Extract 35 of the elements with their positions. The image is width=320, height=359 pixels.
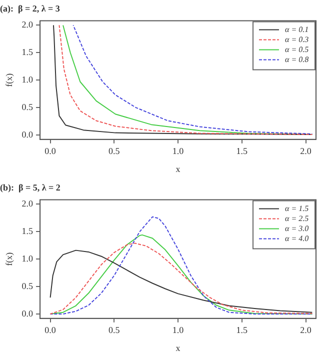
x-tick-label: 2.0 [300,325,312,336]
y-tick-label: 0.0 [22,129,34,140]
x-tick-label: 0.5 [108,146,120,156]
y-tick-label: 1.5 [22,47,34,58]
y-tick-label: 1.0 [22,74,34,84]
y-tick-label: 2.0 [22,20,34,30]
x-tick-label: 0.0 [44,146,56,156]
legend-label: α = 2.5 [285,214,309,223]
legend-label: α = 3.0 [285,224,309,233]
line-series [50,216,313,315]
y-tick-label: 1.5 [22,226,34,236]
y-tick-label: 0.5 [22,280,34,291]
y-axis-title: f(x) [4,252,14,266]
y-tick-label: 2.0 [22,198,34,209]
legend-label: α = 4.0 [285,234,309,243]
y-tick-label: 0.5 [22,102,34,112]
x-tick-label: 0.5 [108,325,120,336]
x-tick-label: 2.0 [300,146,312,156]
x-tick-label: 1.0 [172,146,184,156]
chart-title: (b): β = 5, λ = 2 [0,182,61,193]
y-axis-title: f(x) [4,73,14,87]
y-tick-label: 0.0 [22,308,34,318]
x-axis-title: x [176,342,181,353]
x-tick-label: 1.5 [236,146,248,156]
x-tick-label: 1.5 [236,325,248,336]
legend-label: α = 0.5 [285,44,309,54]
chart-title: (a): β = 2, λ = 3 [0,4,60,14]
x-tick-label: 0.0 [44,325,56,336]
y-tick-label: 1.0 [22,253,34,264]
legend-label: α = 0.8 [285,54,309,64]
legend-label: α = 0.1 [285,24,309,34]
legend-label: α = 0.3 [285,34,309,44]
x-axis-title: x [176,164,181,174]
legend-label: α = 1.5 [285,204,309,213]
x-tick-label: 1.0 [172,325,184,336]
